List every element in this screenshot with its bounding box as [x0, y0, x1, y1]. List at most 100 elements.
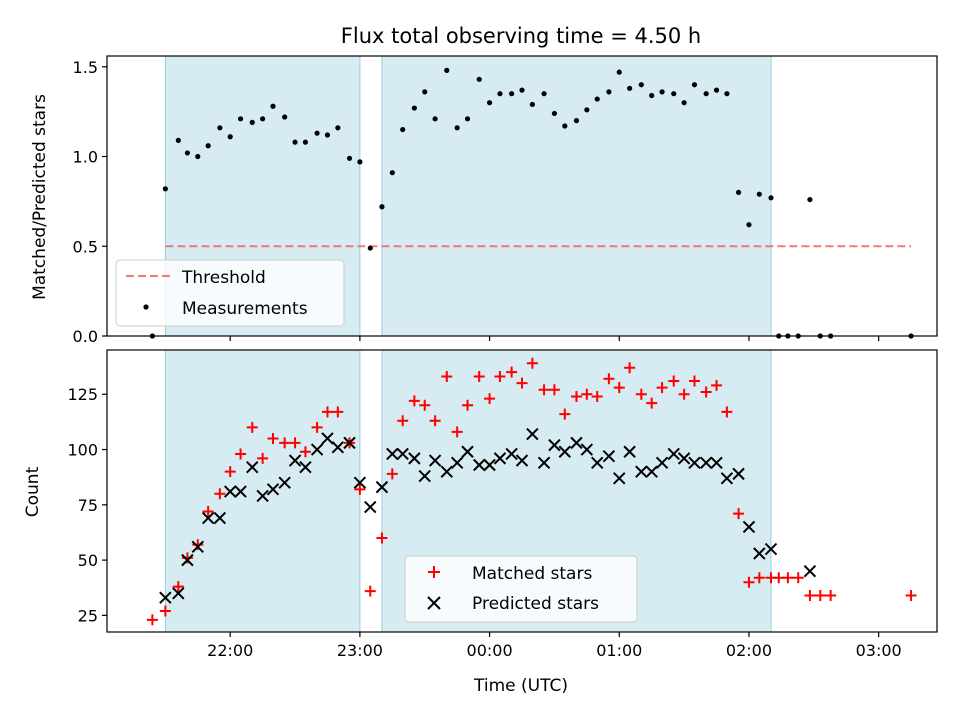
measurement-point [616, 69, 622, 75]
legend-threshold-label: Threshold [181, 268, 266, 288]
predicted-star-point [699, 456, 713, 470]
matched-star-point [376, 532, 388, 544]
matched-star-point [559, 408, 571, 420]
predicted-star-point [803, 564, 817, 578]
x-tick-label: 22:00 [207, 641, 253, 660]
measurement-point [768, 195, 774, 201]
x-tick-label: 03:00 [856, 641, 902, 660]
matched-star-point [429, 415, 441, 427]
matched-star-point [668, 375, 680, 387]
predicted-star-point [764, 542, 778, 556]
top-plot-frame [106, 55, 938, 337]
predicted-star-point [732, 467, 745, 481]
predicted-star-point [570, 436, 583, 450]
matched-star-point [364, 585, 376, 597]
measurement-point [175, 137, 181, 143]
predicted-star-point [191, 540, 204, 554]
measurement-point [807, 196, 813, 203]
x-axis-label: Time (UTC) [473, 676, 568, 696]
matched-star-point [753, 572, 765, 584]
measurement-point [227, 134, 233, 140]
measurement-point [411, 105, 417, 111]
measurement-point [735, 189, 742, 196]
bottom-y-axis-label: Count [23, 466, 43, 517]
predicted-star-point [537, 456, 551, 470]
matched-star-point [473, 371, 485, 383]
matched-star-point [202, 505, 214, 517]
top-y-axis-label: Matched/Predicted stars [30, 94, 50, 300]
measurement-point [205, 143, 211, 149]
matched-star-point [462, 399, 474, 411]
bottom-plot-frame [106, 349, 938, 633]
matched-star-point [656, 382, 668, 394]
measurement-point [335, 125, 341, 131]
matched-star-point [700, 386, 712, 398]
predicted-star-point [526, 427, 539, 441]
y-tick-label: 0.5 [73, 237, 98, 256]
measurement-point [486, 100, 493, 106]
predicted-star-point [580, 443, 594, 456]
measurement-point [606, 89, 612, 95]
measurement-point [357, 159, 363, 165]
measurement-point [292, 139, 298, 145]
predicted-star-point [655, 456, 669, 470]
matched-star-point [289, 437, 301, 449]
observing-interval-band [165, 350, 360, 632]
y-tick-label: 1.5 [73, 58, 98, 77]
measurement-point [594, 96, 600, 102]
predicted-star-point [256, 489, 269, 503]
matched-star-point [397, 415, 409, 427]
predicted-star-point [558, 445, 572, 458]
measurement-point [562, 123, 568, 129]
measurement-point [756, 191, 762, 197]
predicted-star-point [321, 432, 334, 445]
measurement-point [270, 103, 276, 109]
matched-star-point [678, 388, 690, 400]
measurements-series [149, 67, 914, 339]
measurement-point [681, 100, 687, 106]
matched-star-point [484, 393, 496, 405]
bottom-legend-box [404, 555, 638, 623]
matched-star-point [299, 446, 311, 458]
matched-star-point [494, 371, 506, 383]
legend-predicted-swatch [427, 596, 441, 610]
y-tick-label: 25 [78, 606, 98, 625]
measurement-point [659, 89, 665, 95]
matched-star-point [386, 468, 398, 480]
matched-star-point [733, 508, 745, 520]
measurement-point [529, 101, 535, 108]
predicted-star-point [375, 480, 389, 494]
predicted-star-point [613, 472, 626, 485]
matched-star-point [743, 576, 755, 588]
predicted-star-point [720, 472, 734, 485]
matched-star-point [591, 390, 603, 402]
figure-title: Flux total observing time = 4.50 h [341, 24, 701, 48]
y-tick-label: 100 [67, 441, 98, 460]
measurement-point [746, 222, 752, 228]
measurement-point [184, 150, 191, 156]
predicted-star-point [635, 465, 648, 478]
matched-star-point [792, 572, 804, 584]
measurement-point [476, 76, 482, 82]
measurement-point [162, 186, 168, 192]
matched-star-point [635, 388, 647, 400]
measurement-point [509, 91, 515, 97]
predicted-star-point [591, 456, 604, 470]
matched-star-point [235, 448, 247, 460]
predicted-star-point [299, 461, 312, 474]
predicted-star-point [223, 485, 237, 498]
predicted-star-point [418, 469, 431, 483]
matched-star-point [246, 421, 258, 433]
measurement-point [367, 245, 373, 251]
matched-star-point [782, 572, 794, 584]
predicted-star-point [386, 447, 399, 461]
predicted-star-point [677, 452, 691, 465]
x-tick-label: 01:00 [596, 641, 642, 660]
measurement-point [400, 126, 406, 133]
matched-star-point [506, 366, 518, 378]
legend-measurements-swatch [143, 304, 149, 310]
predicted-star-point [364, 500, 377, 514]
predicted-star-point [201, 511, 215, 525]
predicted-star-point [645, 465, 658, 478]
matched-star-point [192, 539, 204, 551]
